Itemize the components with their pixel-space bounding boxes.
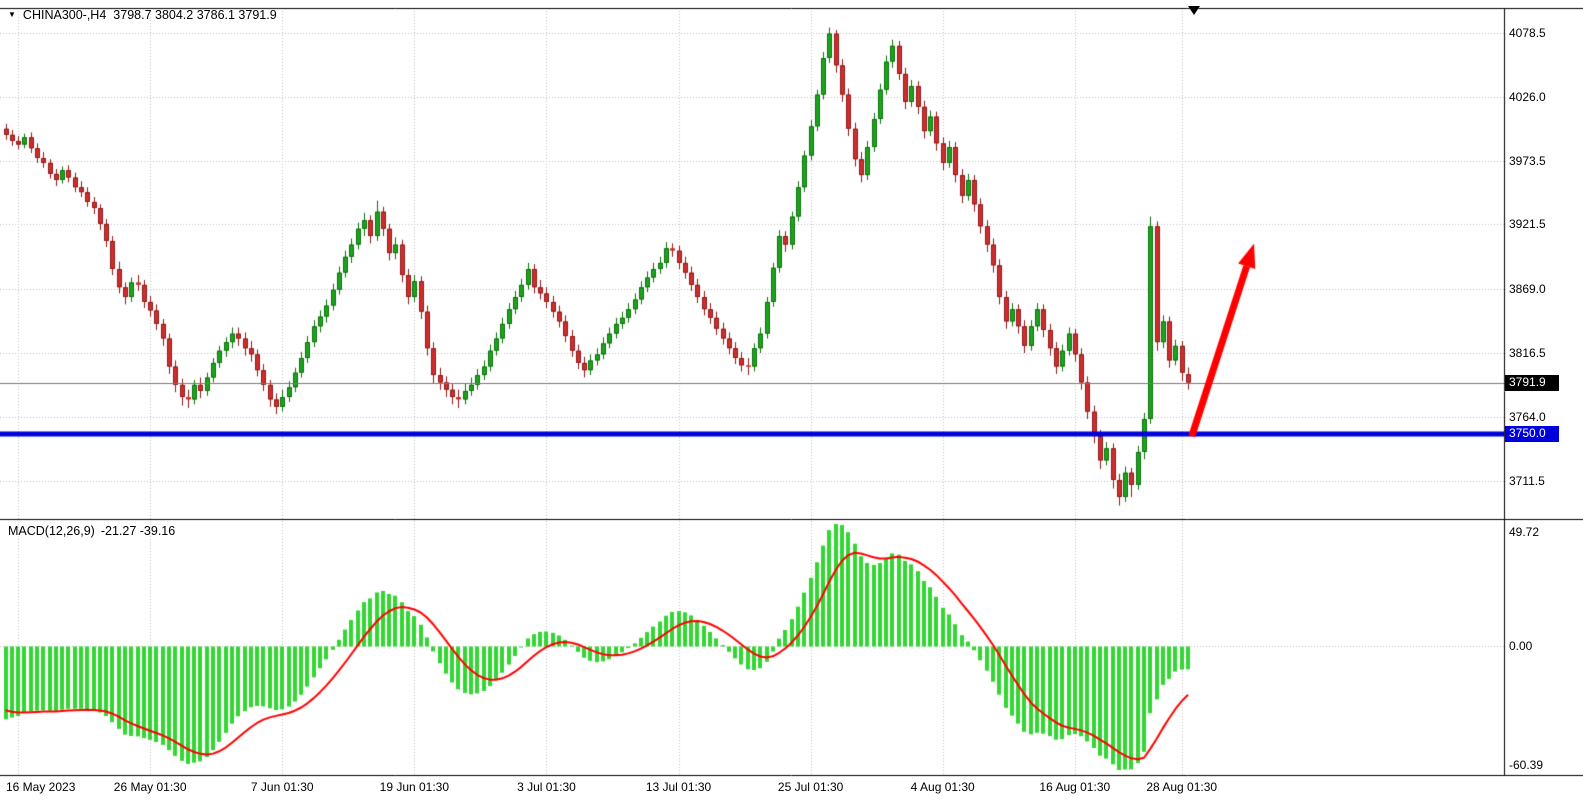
symbol-label: CHINA300-,H4 <box>22 8 107 22</box>
price-axis-label: 4026.0 <box>1509 90 1546 105</box>
macd-axis-zero-label: 0.00 <box>1509 639 1533 654</box>
time-axis-label: 16 Aug 01:30 <box>1039 780 1111 794</box>
price-axis-label: 3973.5 <box>1509 154 1546 169</box>
symbol-ohlc-header: ▼ CHINA300-,H4 3798.7 3804.2 3786.1 3791… <box>8 8 277 22</box>
time-axis-label: 7 Jun 01:30 <box>250 780 314 794</box>
current-price-badge: 3791.9 <box>1505 374 1559 391</box>
time-axis-label: 13 Jul 01:30 <box>645 780 712 794</box>
macd-axis-max-label: 49.72 <box>1509 525 1540 539</box>
price-axis-label: 3764.0 <box>1509 409 1546 424</box>
ohlc-values: 3798.7 3804.2 3786.1 3791.9 <box>113 8 277 22</box>
price-axis-label: 3816.5 <box>1509 345 1546 360</box>
macd-axis-min-label: -60.39 <box>1509 758 1544 772</box>
indicator-values: -21.27 -39.16 <box>100 524 176 538</box>
time-axis-label: 3 Jul 01:30 <box>517 780 576 794</box>
time-axis-label: 4 Aug 01:30 <box>910 780 975 794</box>
indicator-name: MACD(12,26,9) <box>8 524 95 538</box>
price-axis-label: 3869.0 <box>1509 281 1546 296</box>
chart-shift-marker-icon[interactable] <box>1188 6 1200 15</box>
time-axis-label: 26 May 01:30 <box>113 780 187 794</box>
time-axis-label: 28 Aug 01:30 <box>1146 780 1218 794</box>
price-axis-label: 4078.5 <box>1509 26 1546 40</box>
hline-price-badge: 3750.0 <box>1505 425 1559 442</box>
indicator-label: MACD(12,26,9) -21.27 -39.16 <box>8 524 175 538</box>
time-axis-label: 16 May 2023 <box>6 780 76 794</box>
time-axis-label: 25 Jul 01:30 <box>777 780 844 794</box>
time-axis-label: 19 Jun 01:30 <box>379 780 450 794</box>
time-axis: 16 May 2023 26 May 01:30 7 Jun 01:30 19 Jun… <box>0 780 1583 800</box>
symbol-marker-icon: ▼ <box>8 10 16 19</box>
price-axis-label: 3711.5 <box>1509 473 1545 488</box>
price-axis-label: 3921.5 <box>1509 217 1546 232</box>
